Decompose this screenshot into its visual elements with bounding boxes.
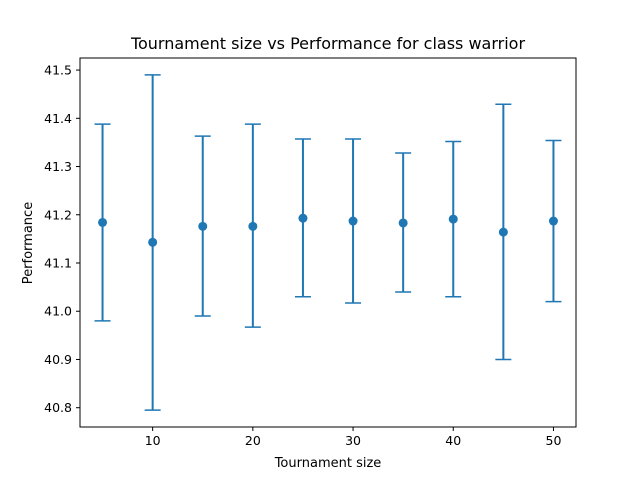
data-point [398,218,408,228]
x-axis: 10 20 30 40 50 [145,427,562,448]
x-tick-label: 20 [245,433,261,448]
errorbar-point [194,135,211,317]
errorbar-point [294,138,311,298]
errorbar-point [545,139,562,303]
data-point [348,216,358,226]
x-axis-label: Tournament size [274,456,382,471]
data-point [248,221,258,231]
y-tick-label: 40.9 [44,352,72,367]
y-tick-label: 41.4 [44,111,72,126]
x-tick-label: 30 [345,433,361,448]
y-tick-label: 41.5 [44,63,72,78]
data-point [98,217,108,227]
data-point [198,221,208,231]
y-axis-label: Performance [21,202,36,284]
x-tick-label: 10 [145,433,161,448]
errorbar-point [94,123,111,322]
data-point [298,213,308,223]
errorbar-point [395,152,412,293]
y-tick-label: 41.0 [44,304,72,319]
data-point [548,216,558,226]
y-tick-label: 41.3 [44,159,72,174]
errorbar-point [144,74,161,411]
errorbar-point [445,140,462,298]
data-point [148,237,158,247]
errorbar-point [345,138,362,304]
y-axis: 40.8 40.9 41.0 41.1 41.2 41.3 41.4 41.5 [44,63,80,415]
plot-area [79,57,577,428]
data-point [498,227,508,237]
y-tick-label: 41.2 [44,207,72,222]
x-tick-label: 40 [445,433,461,448]
data-marks [94,74,562,411]
y-tick-label: 41.1 [44,256,72,271]
y-tick-label: 40.8 [44,400,72,415]
x-tick-label: 50 [546,433,562,448]
data-point [448,214,458,224]
errorbar-point [244,123,261,328]
chart-title: Tournament size vs Performance for class… [130,34,526,53]
errorbar-point [495,103,512,361]
